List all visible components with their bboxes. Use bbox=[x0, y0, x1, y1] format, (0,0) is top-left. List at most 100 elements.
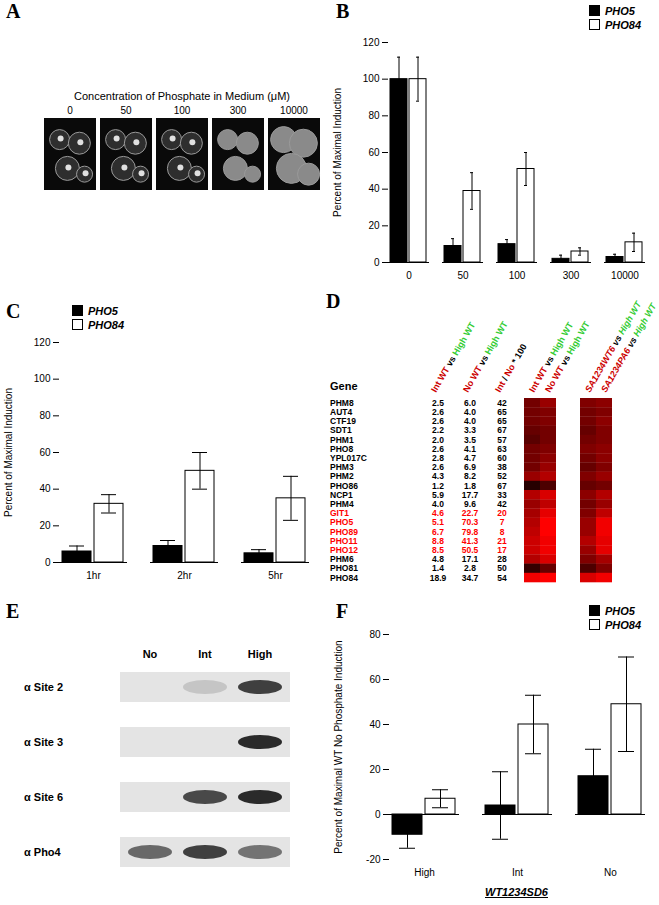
svg-text:PHM3: PHM3 bbox=[330, 462, 354, 473]
svg-text:2.6: 2.6 bbox=[432, 416, 444, 427]
svg-text:50: 50 bbox=[120, 105, 132, 116]
html-text:PHO5: PHO5 bbox=[88, 305, 118, 317]
svg-text:PHO84: PHO84 bbox=[330, 573, 358, 583]
html-text:Int WT: Int WT bbox=[429, 365, 452, 394]
svg-text:Int WT vs High WT: Int WT vs High WT bbox=[527, 320, 575, 394]
svg-text:4.0: 4.0 bbox=[464, 416, 476, 427]
svg-text:2.0: 2.0 bbox=[432, 434, 444, 445]
svg-text:CTF19: CTF19 bbox=[330, 416, 356, 427]
html-text:PHO84: PHO84 bbox=[604, 19, 641, 31]
svg-text:20: 20 bbox=[39, 520, 51, 531]
svg-text:20: 20 bbox=[369, 764, 381, 775]
html-text:WT1234SD6: WT1234SD6 bbox=[485, 886, 548, 898]
svg-text:100: 100 bbox=[34, 373, 51, 384]
svg-text:Int: Int bbox=[512, 867, 523, 878]
svg-text:120: 120 bbox=[34, 337, 51, 348]
html-text:B: B bbox=[336, 0, 350, 22]
svg-text:Percent of Maximal Induction: Percent of Maximal Induction bbox=[332, 88, 343, 217]
svg-text:Gene: Gene bbox=[330, 380, 358, 392]
svg-text:6.0: 6.0 bbox=[464, 397, 476, 408]
svg-text:20: 20 bbox=[368, 220, 380, 231]
html-text:No WT: No WT bbox=[461, 364, 484, 394]
svg-text:40: 40 bbox=[369, 719, 381, 730]
svg-text:α Site 3: α Site 3 bbox=[24, 736, 63, 748]
svg-text:100: 100 bbox=[174, 105, 191, 116]
svg-text:2.6: 2.6 bbox=[432, 406, 444, 417]
html-text:High WT: High WT bbox=[450, 320, 478, 358]
html-text:PHO5: PHO5 bbox=[604, 5, 635, 17]
svg-text:2.2: 2.2 bbox=[432, 425, 444, 436]
svg-text:2.8: 2.8 bbox=[432, 452, 444, 463]
svg-text:40: 40 bbox=[39, 483, 51, 494]
html-text:PHO5: PHO5 bbox=[604, 605, 635, 617]
svg-text:10000: 10000 bbox=[280, 105, 308, 116]
html-text:C: C bbox=[6, 300, 21, 322]
svg-text:0: 0 bbox=[67, 105, 73, 116]
svg-text:54: 54 bbox=[497, 573, 507, 583]
svg-text:10000: 10000 bbox=[611, 270, 639, 281]
svg-text:2.6: 2.6 bbox=[432, 462, 444, 473]
html-text:PHO84: PHO84 bbox=[88, 319, 125, 331]
svg-text:AUT4: AUT4 bbox=[330, 406, 353, 417]
svg-text:SA1234PA6 vs High WT: SA1234PA6 vs High WT bbox=[599, 300, 659, 394]
html-text:A: A bbox=[6, 0, 21, 22]
svg-text:40: 40 bbox=[368, 183, 380, 194]
svg-text:α Pho4: α Pho4 bbox=[24, 846, 62, 858]
svg-text:No WT vs High WT: No WT vs High WT bbox=[543, 319, 592, 394]
svg-text:α Site 6: α Site 6 bbox=[24, 791, 63, 803]
svg-text:2hr: 2hr bbox=[177, 570, 192, 581]
svg-text:0: 0 bbox=[45, 557, 51, 568]
svg-text:100: 100 bbox=[363, 73, 380, 84]
svg-text:High: High bbox=[248, 648, 273, 660]
svg-text:300: 300 bbox=[563, 270, 580, 281]
svg-text:SA1234WT6 vs High WT: SA1234WT6 vs High WT bbox=[583, 298, 644, 394]
svg-text:100: 100 bbox=[509, 270, 526, 281]
svg-text:4.0: 4.0 bbox=[464, 406, 476, 417]
svg-text:18.9: 18.9 bbox=[430, 573, 447, 583]
svg-text:PHO8: PHO8 bbox=[330, 443, 354, 454]
svg-text:YPL017C: YPL017C bbox=[330, 452, 367, 463]
svg-text:80: 80 bbox=[369, 629, 381, 640]
svg-text:60: 60 bbox=[368, 147, 380, 158]
svg-text:3.3: 3.3 bbox=[464, 425, 476, 436]
svg-text:6.9: 6.9 bbox=[464, 462, 476, 473]
svg-text:2.6: 2.6 bbox=[432, 443, 444, 454]
svg-text:50: 50 bbox=[457, 270, 469, 281]
svg-text:3.5: 3.5 bbox=[464, 434, 476, 445]
svg-text:SDT1: SDT1 bbox=[330, 425, 352, 436]
html-text:PHO84: PHO84 bbox=[604, 619, 641, 631]
html-text:F: F bbox=[336, 600, 349, 622]
svg-text:0: 0 bbox=[374, 257, 380, 268]
svg-text:0: 0 bbox=[406, 270, 412, 281]
svg-text:Int: Int bbox=[198, 648, 212, 660]
html-text:E: E bbox=[6, 600, 20, 622]
svg-text:34.7: 34.7 bbox=[462, 573, 479, 583]
html-text:vs: vs bbox=[475, 351, 492, 370]
svg-text:PHM1: PHM1 bbox=[330, 434, 354, 445]
svg-text:1hr: 1hr bbox=[86, 570, 101, 581]
svg-text:PHM8: PHM8 bbox=[330, 397, 354, 408]
svg-text:60: 60 bbox=[369, 674, 381, 685]
svg-text:Percent of Maximal Induction: Percent of Maximal Induction bbox=[3, 388, 14, 517]
html-text:High WT: High WT bbox=[482, 319, 510, 357]
html-text:D: D bbox=[326, 290, 341, 312]
svg-text:No: No bbox=[604, 867, 617, 878]
svg-text:High: High bbox=[414, 867, 435, 878]
svg-text:80: 80 bbox=[368, 110, 380, 121]
svg-text:4.7: 4.7 bbox=[464, 452, 476, 463]
svg-text:Percent of Maximal WT No Phosp: Percent of Maximal WT No Phosphate Induc… bbox=[333, 640, 344, 853]
svg-text:120: 120 bbox=[363, 37, 380, 48]
svg-text:2.5: 2.5 bbox=[432, 397, 444, 408]
svg-text:4.1: 4.1 bbox=[464, 443, 476, 454]
svg-text:60: 60 bbox=[39, 447, 51, 458]
html-text:vs: vs bbox=[442, 352, 459, 371]
svg-text:5hr: 5hr bbox=[268, 570, 283, 581]
svg-text:Int / No * 100: Int / No * 100 bbox=[493, 342, 529, 394]
svg-text:0: 0 bbox=[375, 809, 381, 820]
svg-text:Concentration of Phosphate in: Concentration of Phosphate in Medium (μM… bbox=[74, 90, 290, 102]
svg-text:80: 80 bbox=[39, 410, 51, 421]
svg-text:-20: -20 bbox=[366, 854, 381, 865]
svg-text:No: No bbox=[143, 648, 158, 660]
svg-text:α Site 2: α Site 2 bbox=[24, 681, 63, 693]
svg-text:300: 300 bbox=[230, 105, 247, 116]
